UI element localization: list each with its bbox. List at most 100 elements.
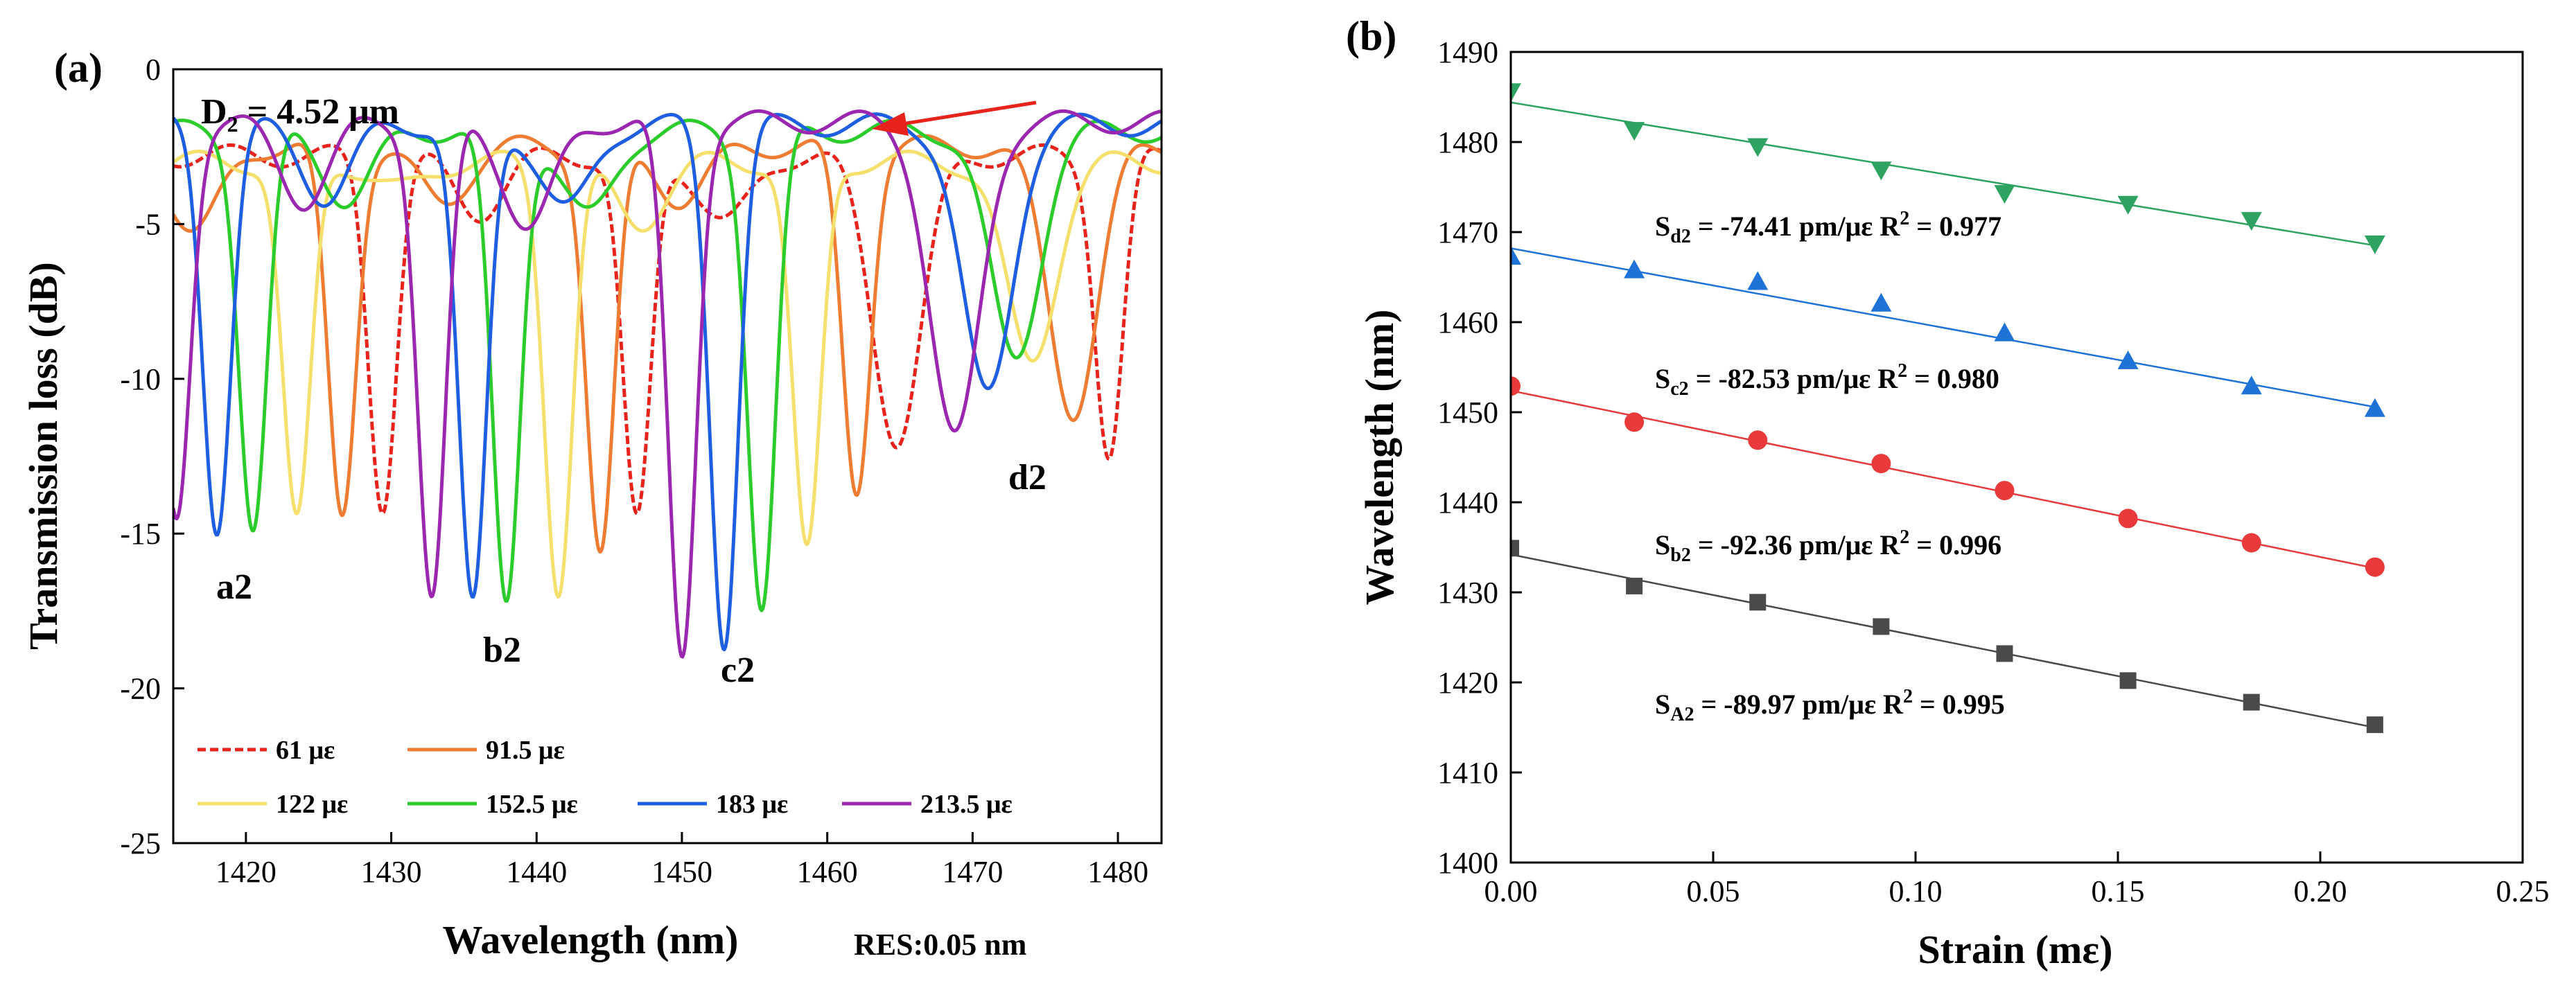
legend-label: 213.5 με bbox=[920, 790, 1013, 819]
fit-label-d2: Sd2 = -74.41 pm/με R2 = 0.977 bbox=[1655, 208, 2001, 247]
shift-direction-arrow bbox=[872, 100, 1037, 136]
y-tick-label: -5 bbox=[135, 207, 161, 241]
panel-a-y-ticks: 0 -5 -10 -15 -20 -25 bbox=[120, 53, 184, 860]
x-tick-label: 0.00 bbox=[1484, 874, 1538, 908]
y-tick-label: 1450 bbox=[1437, 396, 1498, 430]
x-tick-label: 0.25 bbox=[2496, 874, 2550, 908]
legend-label: 61 με bbox=[276, 736, 335, 765]
data-point-c2 bbox=[1870, 292, 1892, 312]
data-point-A2 bbox=[1873, 618, 1890, 635]
x-tick-label: 1480 bbox=[1087, 855, 1148, 889]
dip-label-c2: c2 bbox=[721, 651, 755, 690]
data-point-A2 bbox=[1626, 577, 1643, 594]
spectrum-line-122--- bbox=[173, 149, 1162, 599]
panel-b-y-ticks: 1400 1410 1420 1430 1440 1450 1460 1470 1480 1490 bbox=[1437, 35, 1522, 880]
panel-a-x-ticks: 1420 1430 1440 1450 1460 1470 1480 bbox=[216, 832, 1148, 889]
legend-item-122: 122 με bbox=[198, 790, 348, 819]
fit-line-b2 bbox=[1511, 389, 2376, 569]
x-tick-label: 1420 bbox=[216, 855, 277, 889]
legend-label: 152.5 με bbox=[486, 790, 578, 819]
fit-line-A2 bbox=[1511, 554, 2376, 729]
data-point-c2 bbox=[1624, 259, 1645, 279]
x-tick-label: 1470 bbox=[942, 855, 1003, 889]
legend-label: 122 με bbox=[276, 790, 348, 819]
data-point-d2 bbox=[2241, 212, 2262, 231]
data-point-b2 bbox=[1748, 430, 1768, 450]
fit-line-c2 bbox=[1511, 247, 2376, 408]
data-point-d2 bbox=[1624, 122, 1645, 141]
data-point-d2 bbox=[2364, 235, 2385, 254]
data-point-b2 bbox=[1511, 376, 1521, 396]
y-tick-label: 1400 bbox=[1437, 846, 1498, 880]
dip-label-d2: d2 bbox=[1008, 458, 1046, 497]
diameter-annotation: D2 = 4.52 μm bbox=[201, 92, 399, 136]
y-tick-label: 1420 bbox=[1437, 666, 1498, 700]
data-point-A2 bbox=[1749, 594, 1767, 611]
y-tick-label: 1430 bbox=[1437, 576, 1498, 610]
fit-line-d2 bbox=[1511, 101, 2376, 247]
dip-label-a2: a2 bbox=[216, 567, 252, 607]
x-tick-label: 1460 bbox=[797, 855, 858, 889]
y-tick-label: 1410 bbox=[1437, 756, 1498, 790]
data-point-b2 bbox=[1624, 412, 1645, 432]
spectrum-line-213-5--- bbox=[173, 109, 1162, 659]
data-point-c2 bbox=[2117, 350, 2139, 369]
y-tick-label: 1490 bbox=[1437, 35, 1498, 69]
x-tick-label: 0.20 bbox=[2294, 874, 2347, 908]
legend-item-183: 183 με bbox=[638, 790, 788, 819]
y-tick-label: 1460 bbox=[1437, 306, 1498, 339]
data-point-d2 bbox=[1511, 83, 1521, 103]
y-tick-label: -25 bbox=[120, 827, 161, 860]
data-point-c2 bbox=[1747, 271, 1769, 290]
fit-label-a2: SA2 = -89.97 pm/με R2 = 0.995 bbox=[1655, 686, 2005, 725]
legend-item-152-5: 152.5 με bbox=[408, 790, 578, 819]
data-point-d2 bbox=[1994, 185, 2015, 204]
resolution-label: RES:0.05 nm bbox=[854, 928, 1026, 962]
panel-a-y-axis-label: Transmission loss (dB) bbox=[21, 262, 66, 650]
data-point-c2 bbox=[2364, 398, 2385, 417]
data-point-b2 bbox=[2118, 509, 2138, 529]
panel-b-x-axis-label: Strain (mε) bbox=[1918, 927, 2113, 972]
x-tick-label: 0.10 bbox=[1889, 874, 1943, 908]
panel-b-x-ticks: 0.00 0.05 0.10 0.15 0.20 0.25 bbox=[1484, 851, 2550, 908]
data-point-b2 bbox=[2241, 533, 2261, 553]
data-point-b2 bbox=[1871, 454, 1891, 474]
y-tick-label: 1440 bbox=[1437, 486, 1498, 520]
spectrum-lines bbox=[173, 109, 1162, 659]
panel-b-label: (b) bbox=[1346, 13, 1396, 59]
data-point-A2 bbox=[2243, 693, 2260, 711]
legend-item-61: 61 με bbox=[198, 736, 335, 765]
data-point-c2 bbox=[1994, 322, 2015, 342]
data-point-d2 bbox=[1747, 138, 1769, 157]
data-point-A2 bbox=[1996, 645, 2013, 662]
panel-b-y-axis-label: Wavelength (nm) bbox=[1357, 310, 1402, 606]
dip-label-b2: b2 bbox=[483, 630, 521, 670]
legend-label: 183 με bbox=[716, 790, 788, 819]
y-tick-label: -20 bbox=[120, 672, 161, 706]
y-tick-label: 1480 bbox=[1437, 125, 1498, 159]
spectrum-line-152-5--- bbox=[173, 118, 1162, 612]
panel-a-spectrum-chart: (a) 1420 1430 1440 1450 1460 1470 1480 0 -5 -10 -… bbox=[21, 45, 1163, 962]
data-point-A2 bbox=[2119, 672, 2137, 689]
spectrum-line-183--- bbox=[173, 112, 1162, 652]
legend-label: 91.5 με bbox=[486, 736, 565, 765]
legend-item-91-5: 91.5 με bbox=[408, 736, 565, 765]
legend-item-213-5: 213.5 με bbox=[842, 790, 1013, 819]
y-tick-label: 1470 bbox=[1437, 215, 1498, 249]
fit-label-b2: Sb2 = -92.36 pm/με R2 = 0.996 bbox=[1655, 527, 2001, 566]
panel-b-frame bbox=[1509, 51, 2524, 864]
data-point-d2 bbox=[1870, 161, 1892, 181]
y-tick-label: 0 bbox=[146, 53, 161, 87]
data-point-d2 bbox=[2117, 195, 2139, 215]
y-tick-label: -15 bbox=[120, 517, 161, 551]
panel-a-x-axis-label: Wavelength (nm) bbox=[443, 917, 739, 962]
panel-a-label: (a) bbox=[54, 45, 103, 91]
fit-lines-and-points bbox=[1511, 83, 2385, 734]
data-point-b2 bbox=[2365, 557, 2385, 577]
data-point-b2 bbox=[1995, 481, 2015, 501]
data-point-A2 bbox=[1511, 540, 1519, 557]
data-point-c2 bbox=[2241, 375, 2262, 395]
panel-b-strain-chart: (b) 0.00 0.05 0.10 0.15 0.20 0.25 1400 1410 142… bbox=[1346, 13, 2550, 972]
x-tick-label: 1440 bbox=[506, 855, 567, 889]
